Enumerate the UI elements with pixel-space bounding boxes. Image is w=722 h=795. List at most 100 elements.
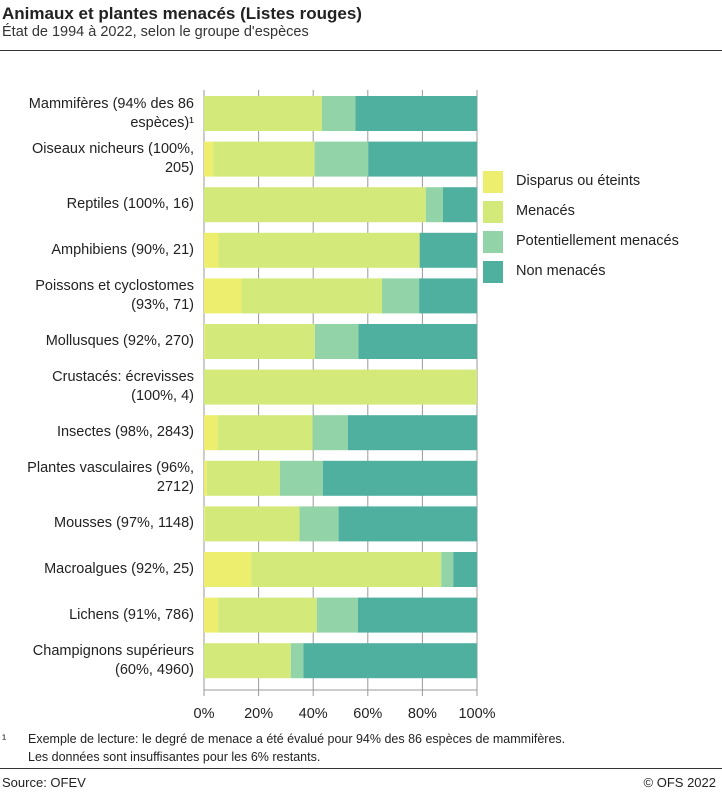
category-label-line: Mollusques (92%, 270) — [45, 333, 194, 349]
bar-segment — [314, 141, 369, 177]
category-label-line: 205) — [164, 160, 194, 177]
category-label: Mousses (97%, 1148) — [54, 514, 194, 533]
legend-swatch — [483, 171, 503, 193]
category-label-line: Insectes (98%, 2843) — [56, 424, 194, 441]
legend-swatch — [483, 201, 503, 223]
bar-segment — [355, 96, 477, 131]
bar-segment — [205, 324, 315, 359]
bar-segment — [442, 187, 477, 223]
x-tick-label: 80% — [407, 706, 437, 722]
bar-segment — [299, 506, 339, 542]
category-label-line: Lichens (91%, 786) — [69, 606, 194, 623]
legend-label: Non menacés — [516, 263, 606, 279]
bar-segment — [204, 460, 207, 496]
bar-segment — [204, 96, 322, 131]
category-label: Champignons supérieurs (60%, 4960) — [33, 642, 194, 680]
bar-segment — [314, 324, 359, 359]
category-label-line: Mousses (97%, 1148) — [54, 515, 194, 532]
x-tick-label: 40% — [298, 706, 328, 722]
bar-segment — [213, 141, 315, 177]
bar-segment — [441, 552, 454, 587]
x-tick-label: 100% — [458, 706, 496, 722]
divider — [0, 768, 722, 769]
category-label-line: (100%, 4) — [131, 388, 194, 405]
x-tick-label: 20% — [244, 706, 274, 722]
bar-segment — [204, 643, 291, 679]
copyright: © OFS 2022 — [643, 775, 716, 790]
category-label: Poissons et cyclostomes (93%, 71) — [35, 277, 194, 315]
bar-segment — [347, 415, 477, 451]
bar-segment — [279, 460, 323, 496]
bar-segment — [204, 141, 214, 177]
category-label: Insectes (98%, 2843) — [57, 423, 194, 442]
bar-segment — [204, 506, 300, 542]
category-label-line: Reptiles (100%, 16) — [66, 196, 194, 213]
bar-segment — [453, 552, 477, 587]
bar-segment — [368, 141, 477, 177]
category-label: Oiseaux nicheurs (100%, 205) — [32, 140, 194, 178]
x-tick-label: 0% — [193, 706, 215, 722]
bar-segment — [204, 506, 205, 542]
source: Source: OFEV — [2, 775, 86, 790]
footnote-line: Les données sont insuffisantes pour les … — [28, 750, 321, 764]
category-label-line: (93%, 71) — [131, 296, 194, 313]
bar-segment — [322, 460, 477, 496]
category-label: Plantes vasculaires (96%, 2712) — [27, 459, 194, 497]
bar-segment — [381, 278, 420, 314]
bar-segment — [312, 415, 348, 451]
x-tick-label: 60% — [353, 706, 383, 722]
category-label: Crustacés: écrevisses (100%, 4) — [52, 368, 194, 406]
bar-segment — [204, 232, 219, 268]
bar-segment — [358, 324, 477, 359]
bar-segment — [241, 278, 382, 314]
category-label-line: Crustacés: écrevisses — [52, 369, 194, 386]
category-label: Reptiles (100%, 16) — [67, 195, 194, 214]
bar-segment — [204, 369, 477, 405]
category-label-line: 2712) — [156, 479, 194, 496]
bar-segment — [204, 552, 252, 587]
category-label: Amphibiens (90%, 21) — [51, 241, 194, 260]
legend-label: Menacés — [516, 203, 575, 219]
category-label-line: Oiseaux nicheurs (100%, — [32, 141, 194, 158]
category-label-line: Macroalgues (92%, 25) — [44, 561, 194, 577]
bar-segment — [316, 597, 358, 633]
category-label-line: (60%, 4960) — [115, 661, 194, 678]
legend-swatch — [483, 261, 503, 283]
category-label: Mammifères (94% des 86 espèces)¹ — [29, 95, 194, 133]
legend-swatch — [483, 231, 503, 253]
category-label-line: Plantes vasculaires (96%, — [27, 460, 194, 477]
bar-segment — [321, 96, 356, 131]
bar-segment — [218, 232, 420, 268]
bar-segment — [206, 460, 280, 496]
bar-segment — [204, 278, 242, 314]
bar-segment — [338, 506, 477, 542]
bar-segment — [204, 415, 218, 451]
category-label-line: espèces)¹ — [130, 114, 194, 131]
chart-title: Animaux et plantes menacés (Listes rouge… — [2, 4, 362, 23]
category-label: Lichens (91%, 786) — [69, 606, 194, 625]
bar-segment — [204, 324, 206, 359]
bar-segment — [290, 643, 304, 679]
bar-segment — [425, 187, 443, 223]
bar-segment — [204, 597, 219, 633]
bar-segment — [419, 278, 477, 314]
category-label: Macroalgues (92%, 25) — [44, 560, 194, 579]
bar-segment — [217, 415, 313, 451]
bar-segment — [303, 643, 477, 679]
legend-label: Potentiellement menacés — [516, 233, 679, 249]
divider — [0, 50, 722, 51]
chart-subtitle: État de 1994 à 2022, selon le groupe d'e… — [2, 24, 309, 40]
category-label-line: Poissons et cyclostomes — [35, 277, 194, 294]
bar-segment — [419, 232, 477, 268]
legend-label: Disparus ou éteints — [516, 173, 641, 189]
footnote-line: Exemple de lecture: le degré de menace a… — [28, 732, 566, 746]
bar-segment — [251, 552, 442, 587]
bar-segment — [204, 187, 426, 223]
category-label-line: Mammifères (94% des 86 — [28, 95, 194, 112]
category-label-line: Champignons supérieurs — [32, 642, 194, 659]
footnote: ¹ Exemple de lecture: le degré de menace … — [2, 730, 565, 766]
footnote-mark: ¹ — [2, 732, 7, 746]
category-label: Mollusques (92%, 270) — [46, 332, 194, 351]
